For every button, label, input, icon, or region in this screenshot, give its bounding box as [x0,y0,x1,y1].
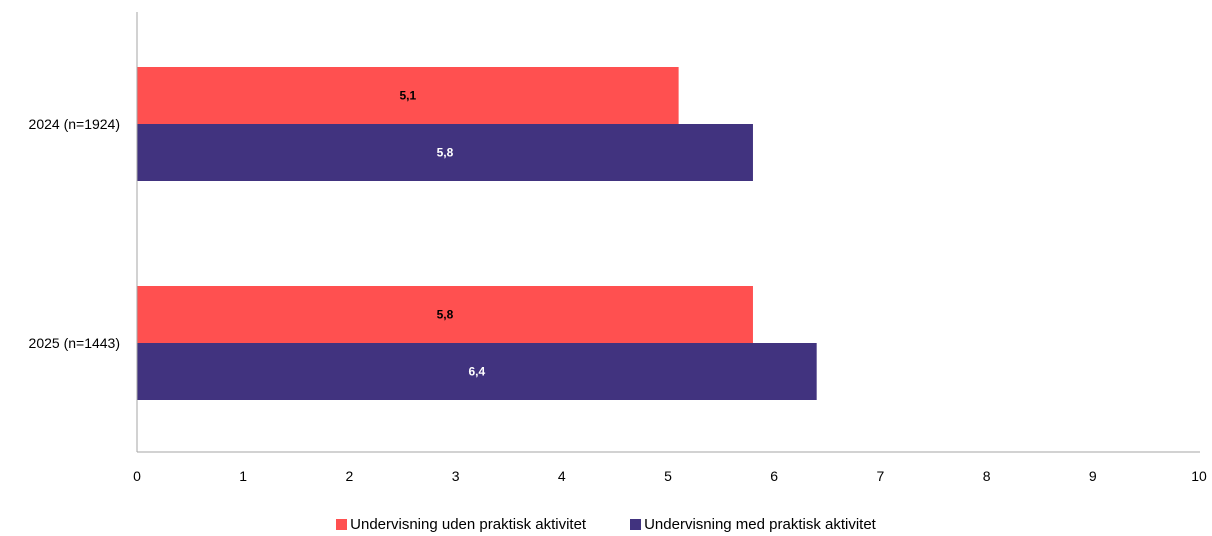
category-labels-layer: 2024 (n=1924) 2025 (n=1443) [29,116,120,351]
x-tick-label-10: 10 [1191,468,1207,484]
bar-1-2 [137,124,753,181]
legend-item-med: Undervisning med praktisk aktivitet [630,512,876,536]
x-tick-label-5: 5 [664,468,672,484]
data-label-1-2: 5,8 [437,146,454,160]
legend-label-med: Undervisning med praktisk aktivitet [644,515,876,533]
x-tick-label-7: 7 [877,468,885,484]
data-label-2-2: 6,4 [468,365,485,379]
legend-item-uden: Undervisning uden praktisk aktivitet [336,512,586,536]
legend-swatch-med [630,518,642,530]
category-label-2: 2025 (n=1443) [29,335,120,351]
legend-label-uden: Undervisning uden praktisk aktivitet [350,515,587,533]
x-tick-label-1: 1 [239,468,247,484]
data-label-2-1: 5,8 [437,308,454,322]
legend-swatch-uden [336,518,348,530]
x-tick-label-6: 6 [770,468,778,484]
bars-layer [137,67,817,400]
legend: Undervisning uden praktisk aktivitet Und… [0,512,1212,536]
x-tick-label-3: 3 [452,468,460,484]
data-label-1-1: 5,1 [399,89,416,103]
x-tick-label-8: 8 [983,468,991,484]
x-tick-label-4: 4 [558,468,566,484]
bar-2-2 [137,343,817,400]
category-label-1: 2024 (n=1924) [29,116,120,132]
bar-2-1 [137,286,753,343]
x-tick-label-2: 2 [346,468,354,484]
bar-1-1 [137,67,679,124]
x-tick-label-9: 9 [1089,468,1097,484]
data-labels-layer: 5,1 5,8 5,8 6,4 [399,89,485,379]
x-ticks-layer: 0 1 2 3 4 5 6 7 8 9 10 [133,468,1207,484]
x-tick-label-0: 0 [133,468,141,484]
